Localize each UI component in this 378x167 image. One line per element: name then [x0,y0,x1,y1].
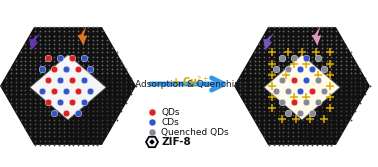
Polygon shape [263,33,275,50]
Text: Quenched QDs: Quenched QDs [161,127,229,136]
Polygon shape [29,33,41,50]
Polygon shape [0,27,136,145]
Text: + Cu$^{2+}$: + Cu$^{2+}$ [171,74,209,88]
Polygon shape [149,139,155,145]
Polygon shape [77,26,87,45]
Polygon shape [234,27,370,145]
Polygon shape [264,55,340,120]
Text: Adsorption & Quenching: Adsorption & Quenching [135,79,245,89]
Polygon shape [146,137,158,147]
Text: ZIF-8: ZIF-8 [161,137,191,147]
Polygon shape [311,26,321,45]
Text: CDs: CDs [161,118,179,126]
Polygon shape [30,55,106,120]
Text: QDs: QDs [161,108,180,117]
